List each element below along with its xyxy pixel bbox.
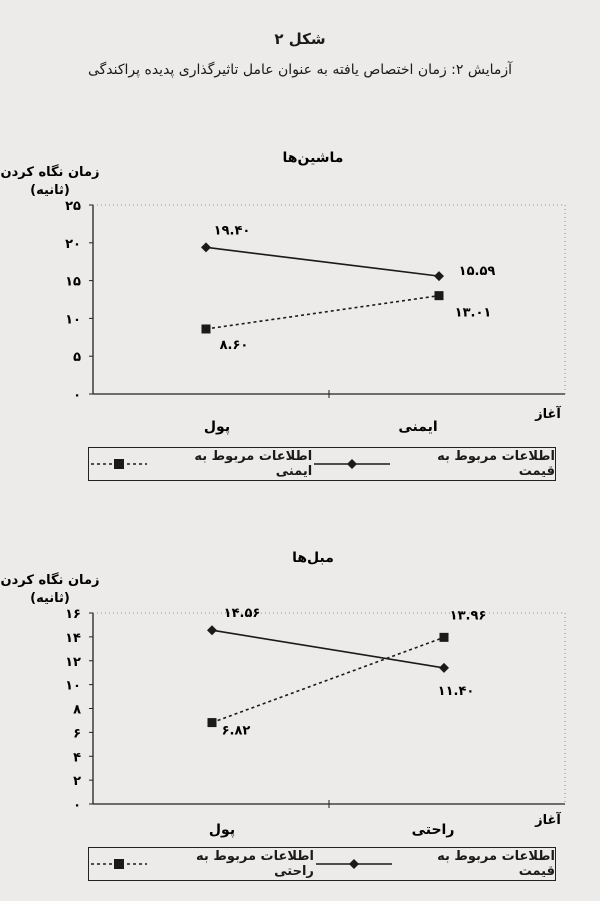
data-point-diamond: [439, 662, 449, 673]
y-tick-label: ۲: [73, 774, 81, 789]
x-axis-label: آغاز: [534, 811, 561, 828]
series-line-0: [205, 246, 440, 277]
y-tick-label: ۱۴: [65, 631, 81, 646]
chart-sofas: مبل‌ها زمان نگاه کردن (ثانیه) ۰ ۲ ۴ ۶ ۸ ۱۰ ۱۲ ۱۴ ۱۶…: [1, 550, 566, 838]
chart-cars: ماشین‌ها زمان نگاه کردن (ثانیه) ۰ ۵ ۱۰ ۱۵ ۲۰ ۲۵ پ…: [1, 150, 566, 435]
data-point-square: [201, 324, 211, 334]
legend-sofas: اطلاعات مربوط به قیمت اطلاعات مربوط به ر…: [88, 847, 556, 881]
y-tick-label: ۲۵: [65, 199, 81, 214]
figure-title: شکل ۲: [274, 30, 326, 48]
y-tick-label: ۲۰: [65, 237, 81, 252]
x-axis-label: آغاز: [534, 405, 561, 422]
legend-item-comfort: اطلاعات مربوط به راحتی: [89, 849, 314, 879]
data-point-diamond: [201, 242, 211, 253]
y-tick-label: ۸: [73, 703, 81, 718]
y-tick-label: ۰: [73, 798, 81, 813]
y-tick-label: ۶: [73, 726, 81, 741]
y-axis-label-unit: (ثانیه): [30, 183, 70, 198]
y-tick-label: ۱۰: [65, 312, 81, 327]
data-label: ۱۳.۰۱: [455, 306, 492, 321]
x-tick-label: راحتی: [412, 822, 455, 838]
legend-label: اطلاعات مربوط به قیمت: [437, 449, 555, 479]
data-point-square: [434, 291, 444, 301]
legend-cars: اطلاعات مربوط به قیمت اطلاعات مربوط به ا…: [88, 447, 556, 481]
legend-line-solid-diamond-icon: [314, 459, 391, 469]
y-axis-label-unit: (ثانیه): [30, 591, 70, 606]
data-label: ۱۴.۵۶: [224, 606, 261, 621]
y-tick-label: ۴: [73, 750, 81, 765]
y-tick-label: ۱۲: [65, 655, 81, 670]
data-label: ۱۱.۴۰: [438, 684, 475, 699]
legend-line-solid-diamond-icon: [315, 859, 392, 869]
y-tick-label: ۵: [73, 350, 81, 365]
data-point-diamond: [207, 625, 217, 636]
data-label: ۶.۸۲: [222, 724, 251, 739]
data-label: ۸.۶۰: [220, 338, 249, 353]
legend-item-safety: اطلاعات مربوط به ایمنی: [89, 449, 312, 479]
legend-label: اطلاعات مربوط به راحتی: [196, 849, 314, 879]
data-point-square: [439, 632, 449, 642]
y-axis-label: زمان نگاه کردن: [1, 164, 100, 180]
x-tick-label: پول: [209, 822, 235, 838]
chart-title: مبل‌ها: [292, 550, 334, 566]
legend-label: اطلاعات مربوط به ایمنی: [194, 449, 313, 479]
data-point-diamond: [434, 271, 444, 282]
x-tick-label: ایمنی: [398, 419, 437, 435]
data-label: ۱۳.۹۶: [450, 608, 487, 623]
series-line-1: [205, 294, 440, 330]
legend-line-dotted-square-icon: [91, 459, 147, 469]
data-point-square: [207, 718, 217, 728]
y-tick-label: ۱۶: [65, 607, 81, 622]
series-line-0: [211, 629, 445, 669]
data-label: ۱۵.۵۹: [459, 264, 496, 279]
series-line-1: [211, 636, 445, 724]
y-axis-label: زمان نگاه کردن: [1, 572, 100, 588]
legend-label: اطلاعات مربوط به قیمت: [437, 849, 555, 879]
legend-line-dotted-square-icon: [91, 859, 147, 869]
y-tick-label: ۱۵: [65, 275, 81, 290]
y-tick-label: ۱۰: [65, 679, 81, 694]
legend-item-price: اطلاعات مربوط به قیمت: [312, 449, 555, 479]
chart-title: ماشین‌ها: [283, 150, 344, 166]
x-tick-label: پول: [204, 419, 230, 435]
y-tick-label: ۰: [73, 388, 81, 403]
legend-item-price: اطلاعات مربوط به قیمت: [314, 849, 555, 879]
figure-subtitle: آزمایش ۲: زمان اختصاص یافته به عنوان عام…: [87, 62, 513, 78]
data-label: ۱۹.۴۰: [214, 223, 251, 238]
